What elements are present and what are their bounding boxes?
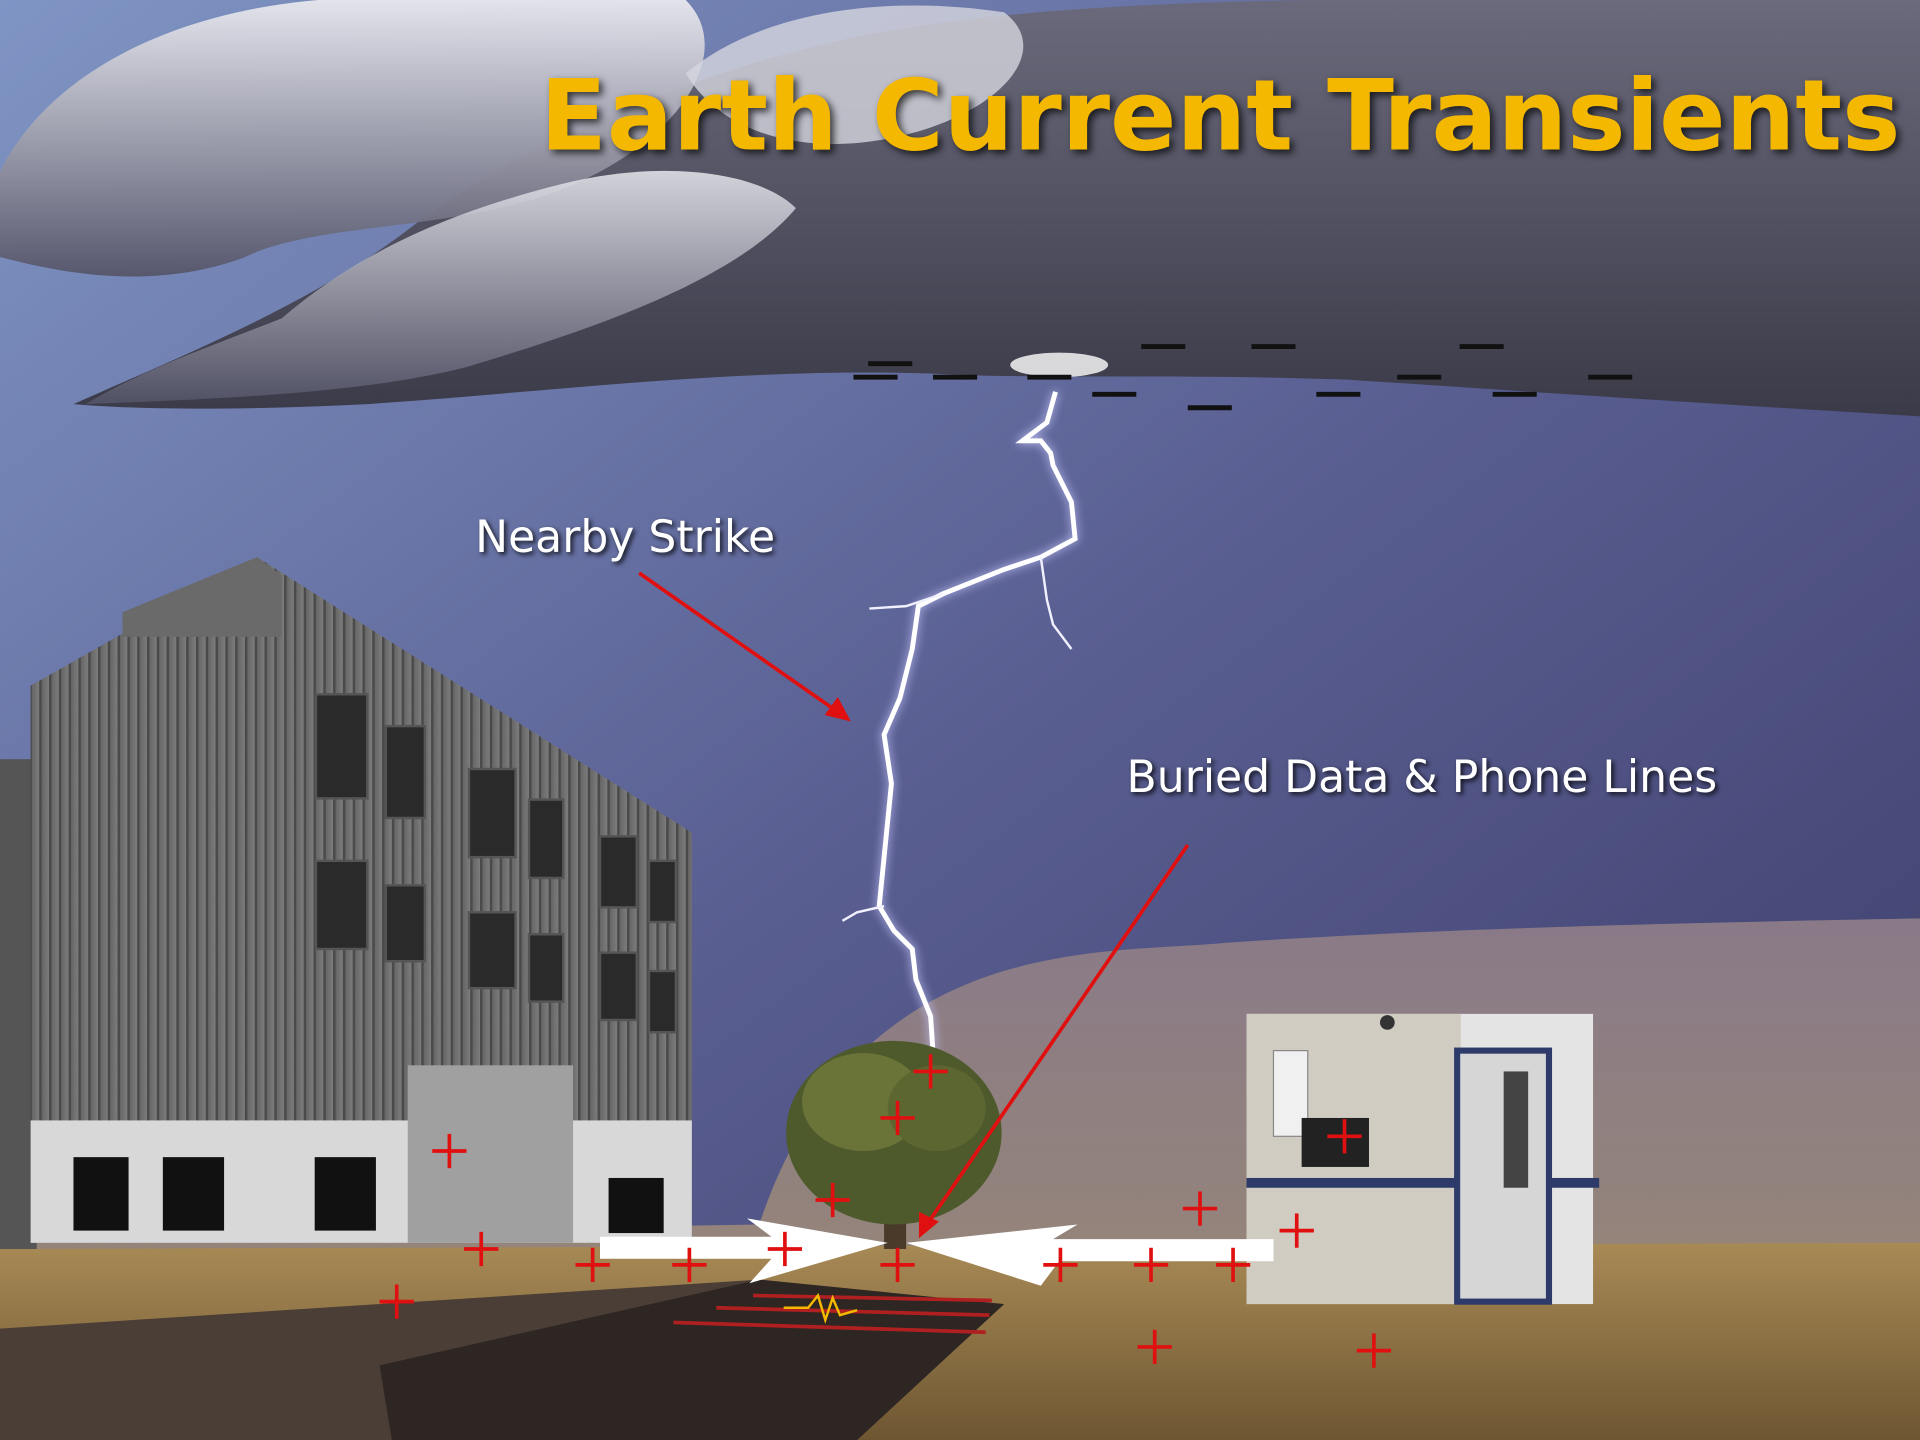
page: Earth Current Transients [0, 0, 1920, 1440]
strike-label: Nearby Strike [475, 512, 775, 563]
title: Earth Current Transients [540, 59, 1900, 173]
lines-label: Buried Data & Phone Lines [1127, 752, 1718, 803]
illustration: Earth Current Transients [0, 0, 1920, 1440]
shelter [1247, 1014, 1600, 1304]
